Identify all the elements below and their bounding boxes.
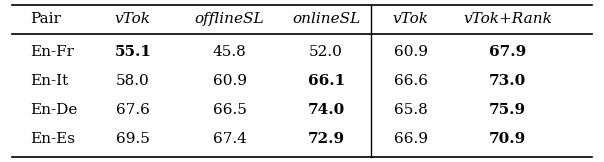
- Text: offlineSL: offlineSL: [194, 12, 265, 26]
- Text: Pair: Pair: [30, 12, 61, 26]
- Text: 66.1: 66.1: [307, 74, 345, 88]
- Text: En-De: En-De: [30, 103, 77, 117]
- Text: 66.9: 66.9: [394, 132, 428, 146]
- Text: 58.0: 58.0: [116, 74, 150, 88]
- Text: 66.5: 66.5: [213, 103, 246, 117]
- Text: vTok: vTok: [393, 12, 429, 26]
- Text: 75.9: 75.9: [489, 103, 526, 117]
- Text: En-Fr: En-Fr: [30, 45, 74, 59]
- Text: 60.9: 60.9: [213, 74, 246, 88]
- Text: onlineSL: onlineSL: [292, 12, 360, 26]
- Text: 67.4: 67.4: [213, 132, 246, 146]
- Text: 70.9: 70.9: [489, 132, 526, 146]
- Text: vTok: vTok: [115, 12, 151, 26]
- Text: 45.8: 45.8: [213, 45, 246, 59]
- Text: En-It: En-It: [30, 74, 68, 88]
- Text: 55.1: 55.1: [114, 45, 152, 59]
- Text: 66.6: 66.6: [394, 74, 428, 88]
- Text: 73.0: 73.0: [489, 74, 526, 88]
- Text: En-Es: En-Es: [30, 132, 76, 146]
- Text: 74.0: 74.0: [307, 103, 345, 117]
- Text: 67.6: 67.6: [116, 103, 150, 117]
- Text: 69.5: 69.5: [116, 132, 150, 146]
- Text: 52.0: 52.0: [309, 45, 343, 59]
- Text: 60.9: 60.9: [394, 45, 428, 59]
- Text: 67.9: 67.9: [489, 45, 526, 59]
- Text: 65.8: 65.8: [394, 103, 428, 117]
- Text: vTok+Rank: vTok+Rank: [463, 12, 552, 26]
- Text: 72.9: 72.9: [307, 132, 345, 146]
